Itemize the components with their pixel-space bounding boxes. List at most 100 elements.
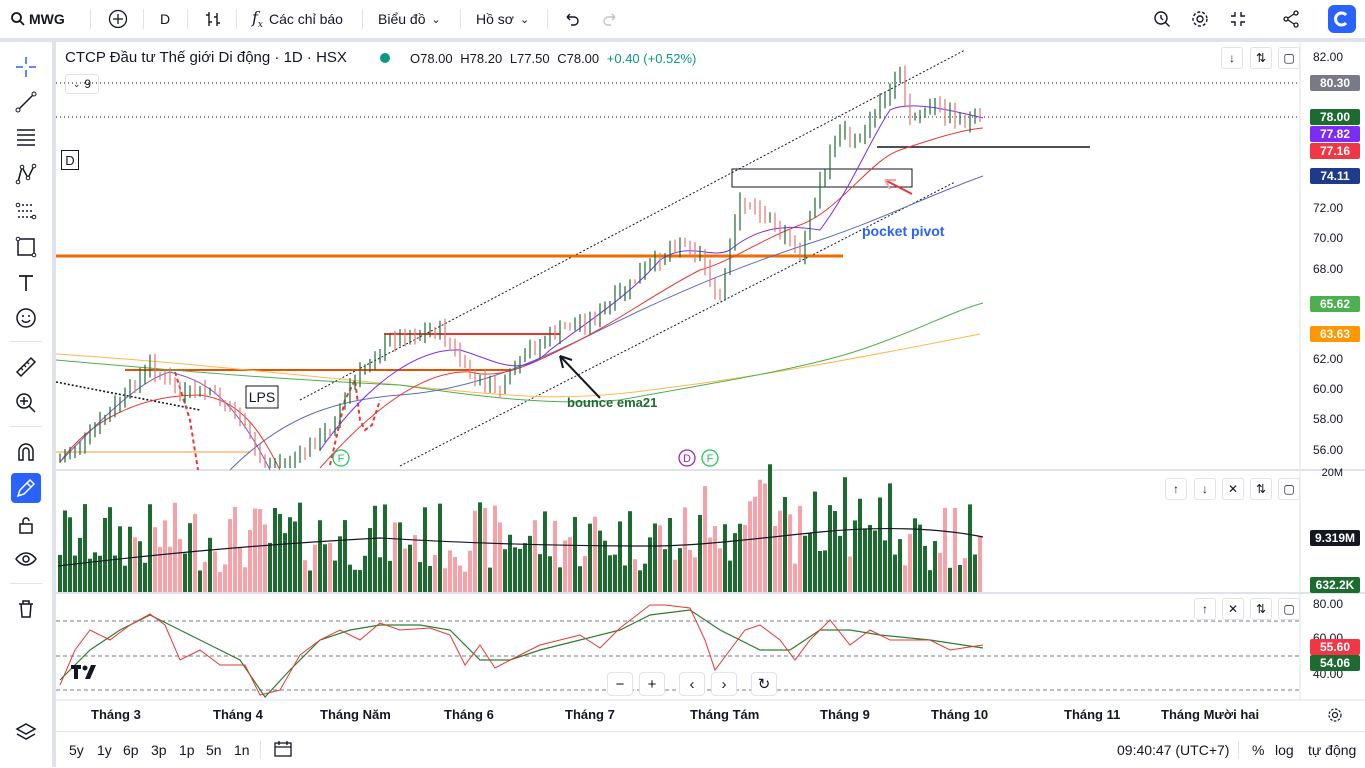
- volume-bar: [598, 530, 602, 592]
- shape-tool[interactable]: [11, 232, 41, 262]
- vol-move-up-button[interactable]: ↑: [1165, 478, 1187, 500]
- clock-timezone[interactable]: 09:40:47 (UTC+7): [1117, 742, 1230, 758]
- volume-bar: [533, 520, 537, 592]
- range-1y[interactable]: 1y: [97, 742, 112, 758]
- volume-bar: [763, 483, 767, 592]
- range-3m[interactable]: 3p: [151, 742, 167, 758]
- crosshair-tool[interactable]: [11, 52, 41, 82]
- volume-bar: [143, 562, 147, 592]
- vol-maximize-button[interactable]: ▢: [1278, 478, 1300, 500]
- remove-drawings[interactable]: [11, 594, 41, 624]
- zoom-in-button[interactable]: +: [639, 672, 665, 696]
- app-logo[interactable]: [1328, 0, 1356, 38]
- arrow-up-icon: ↑: [1173, 482, 1179, 496]
- ruler-tool[interactable]: [11, 352, 41, 382]
- log-toggle[interactable]: log: [1275, 742, 1294, 758]
- volume-bar: [713, 526, 717, 592]
- move-down-button[interactable]: ↓: [1221, 47, 1243, 69]
- profile-label: Hồ sơ: [476, 11, 514, 27]
- volume-bar: [893, 554, 897, 592]
- volume-bar: [573, 516, 577, 592]
- osc-maximize-button[interactable]: ▢: [1278, 598, 1300, 620]
- redo-icon: [603, 13, 616, 26]
- volume-bar: [918, 524, 922, 592]
- osc-collapse-button[interactable]: ⇅: [1250, 598, 1272, 620]
- bar-style-button[interactable]: [203, 0, 223, 38]
- undo-button[interactable]: [563, 0, 581, 38]
- volume-bar: [868, 525, 872, 592]
- vol-move-down-button[interactable]: ↓: [1194, 478, 1216, 500]
- price-tick: 70.00: [1312, 231, 1343, 245]
- object-tree[interactable]: [11, 718, 41, 748]
- fib-tool[interactable]: [11, 122, 41, 152]
- osc-move-up-button[interactable]: ↑: [1194, 598, 1216, 620]
- range-5y[interactable]: 5y: [69, 742, 84, 758]
- indicators-button[interactable]: fx Các chỉ báo: [252, 0, 343, 38]
- profile-menu[interactable]: Hồ sơ ⌄: [476, 0, 529, 38]
- volume-bar: [823, 550, 827, 592]
- d-badge: D: [61, 150, 79, 170]
- vol-collapse-button[interactable]: ⇅: [1250, 478, 1272, 500]
- chart-type-menu[interactable]: Biểu đồ ⌄: [378, 0, 441, 38]
- lock-drawings[interactable]: [11, 510, 41, 540]
- settings-button[interactable]: [1190, 0, 1210, 38]
- range-1d[interactable]: 1n: [234, 742, 250, 758]
- volume-bar: [313, 544, 317, 592]
- interval-button[interactable]: D: [160, 0, 170, 38]
- tradingview-logo-icon: [70, 662, 98, 682]
- range-5d[interactable]: 5n: [206, 742, 222, 758]
- scroll-left-button[interactable]: ‹: [679, 672, 705, 696]
- projection-tool[interactable]: [11, 196, 41, 226]
- stay-in-drawing-mode[interactable]: [11, 473, 41, 503]
- close-icon: ✕: [1227, 602, 1239, 616]
- hide-drawings[interactable]: [11, 544, 41, 574]
- percent-toggle[interactable]: %: [1252, 742, 1265, 758]
- fullscreen-button[interactable]: [1229, 0, 1247, 38]
- osc-close-button[interactable]: ✕: [1222, 598, 1244, 620]
- collapse-pane-button[interactable]: ⇅: [1250, 47, 1272, 69]
- volume-bar: [503, 549, 507, 592]
- volume-bar: [103, 517, 107, 592]
- volume-bar: [293, 521, 297, 592]
- emoji-tool[interactable]: [11, 303, 41, 333]
- time-label: Tháng 3: [91, 707, 141, 722]
- volume-bar: [728, 560, 732, 592]
- volume-bar: [348, 564, 352, 592]
- symbol-search[interactable]: MWG: [10, 0, 65, 38]
- volume-bar: [678, 548, 682, 592]
- goto-date-button[interactable]: [273, 739, 293, 762]
- layers-icon: [15, 723, 37, 740]
- volume-bar: [643, 563, 647, 592]
- range-1m[interactable]: 1p: [179, 742, 195, 758]
- chevron-down-icon: ⌄: [431, 13, 441, 26]
- price-bars: [59, 65, 981, 468]
- axis-settings-button[interactable]: [1327, 707, 1343, 726]
- volume-bar: [368, 528, 372, 592]
- price-label-ema21: 77.16: [1310, 143, 1360, 159]
- reset-chart-button[interactable]: ↻: [751, 672, 777, 696]
- volume-ma-line: [57, 527, 984, 567]
- zoom-tool[interactable]: [11, 388, 41, 418]
- scroll-right-button[interactable]: ›: [711, 672, 737, 696]
- redo-button[interactable]: [601, 0, 619, 38]
- share-button[interactable]: [1281, 0, 1301, 38]
- auto-toggle[interactable]: tự động: [1308, 742, 1357, 758]
- range-6m[interactable]: 6p: [123, 742, 139, 758]
- volume-bar: [218, 571, 222, 592]
- price-tick: 60.00: [1312, 382, 1343, 396]
- zoom-out-button[interactable]: −: [607, 672, 633, 696]
- pattern-tool[interactable]: [11, 159, 41, 189]
- vol-close-button[interactable]: ✕: [1222, 478, 1244, 500]
- magnet-icon: [18, 443, 34, 461]
- volume-bar: [188, 523, 192, 592]
- trendline-tool[interactable]: [11, 87, 41, 117]
- compare-button[interactable]: [108, 0, 128, 38]
- alert-button[interactable]: [1152, 0, 1172, 38]
- pencil-lock-icon: [16, 478, 36, 498]
- text-tool[interactable]: [11, 268, 41, 298]
- maximize-pane-button[interactable]: ▢: [1278, 47, 1300, 69]
- collapse-indicators-button[interactable]: ⌄ 9: [65, 74, 99, 94]
- volume-bar: [388, 560, 392, 592]
- magnet-tool[interactable]: [11, 437, 41, 467]
